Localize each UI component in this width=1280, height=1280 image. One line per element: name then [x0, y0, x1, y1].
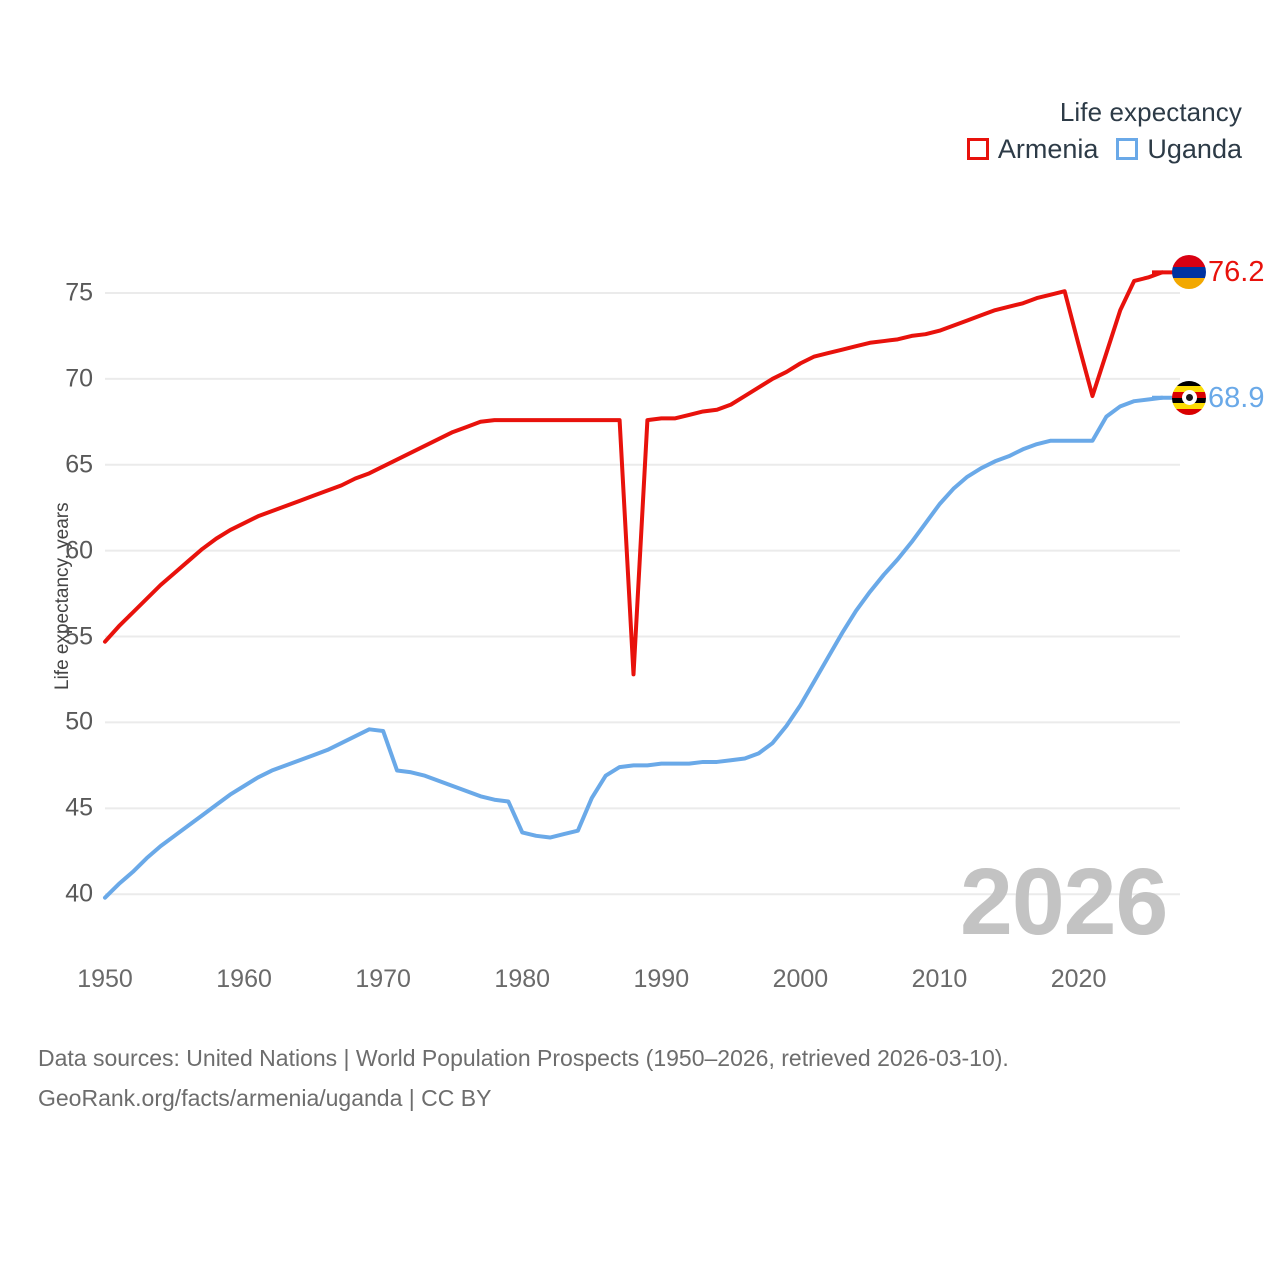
series-line-armenia	[103, 270, 1164, 677]
y-tick-label: 55	[65, 622, 93, 651]
x-tick-label: 1990	[633, 965, 690, 993]
x-tick-label: 1970	[355, 965, 411, 993]
end-value-uganda: 68.9	[1208, 381, 1265, 414]
footer-sources: Data sources: United Nations | World Pop…	[38, 1038, 1248, 1118]
y-tick-label: 50	[65, 707, 93, 736]
legend-label-uganda: Uganda	[1147, 134, 1242, 164]
chart-legend: Life expectancy Armenia Uganda	[966, 96, 1242, 164]
y-tick-label: 60	[65, 536, 93, 565]
x-tick-label: 1950	[77, 965, 133, 993]
x-tick-label: 2000	[772, 965, 829, 993]
y-tick-label: 65	[65, 450, 93, 479]
legend-swatch-uganda	[1116, 138, 1139, 160]
legend-label-armenia: Armenia	[997, 134, 1099, 164]
legend-title: Life expectancy	[1059, 97, 1242, 127]
end-value-armenia: 76.2	[1208, 256, 1265, 289]
armenia-flag-icon	[1172, 255, 1206, 290]
uganda-flag-icon	[1172, 380, 1206, 415]
y-tick-label: 40	[65, 879, 93, 908]
x-tick-label: 2020	[1050, 965, 1107, 993]
footer-line-2: GeoRank.org/facts/armenia/uganda | CC BY	[38, 1085, 492, 1111]
footer-line-1: Data sources: United Nations | World Pop…	[38, 1045, 1009, 1071]
end-label-armenia: 76.2	[1172, 255, 1265, 290]
y-tick-label: 45	[65, 793, 93, 822]
x-tick-label: 1980	[494, 965, 551, 993]
legend-item-armenia[interactable]: Armenia	[966, 134, 1099, 164]
year-watermark: 2026	[960, 849, 1168, 955]
legend-swatch-armenia	[966, 138, 989, 160]
legend-items: Armenia Uganda	[966, 134, 1242, 164]
x-tick-label: 1960	[216, 965, 272, 993]
x-tick-label: 2010	[911, 965, 968, 993]
legend-item-uganda[interactable]: Uganda	[1116, 134, 1242, 164]
y-tick-label: 75	[65, 278, 93, 307]
end-label-uganda: 68.9	[1172, 380, 1265, 415]
y-tick-label: 70	[65, 364, 93, 393]
series-line-uganda	[103, 395, 1164, 900]
